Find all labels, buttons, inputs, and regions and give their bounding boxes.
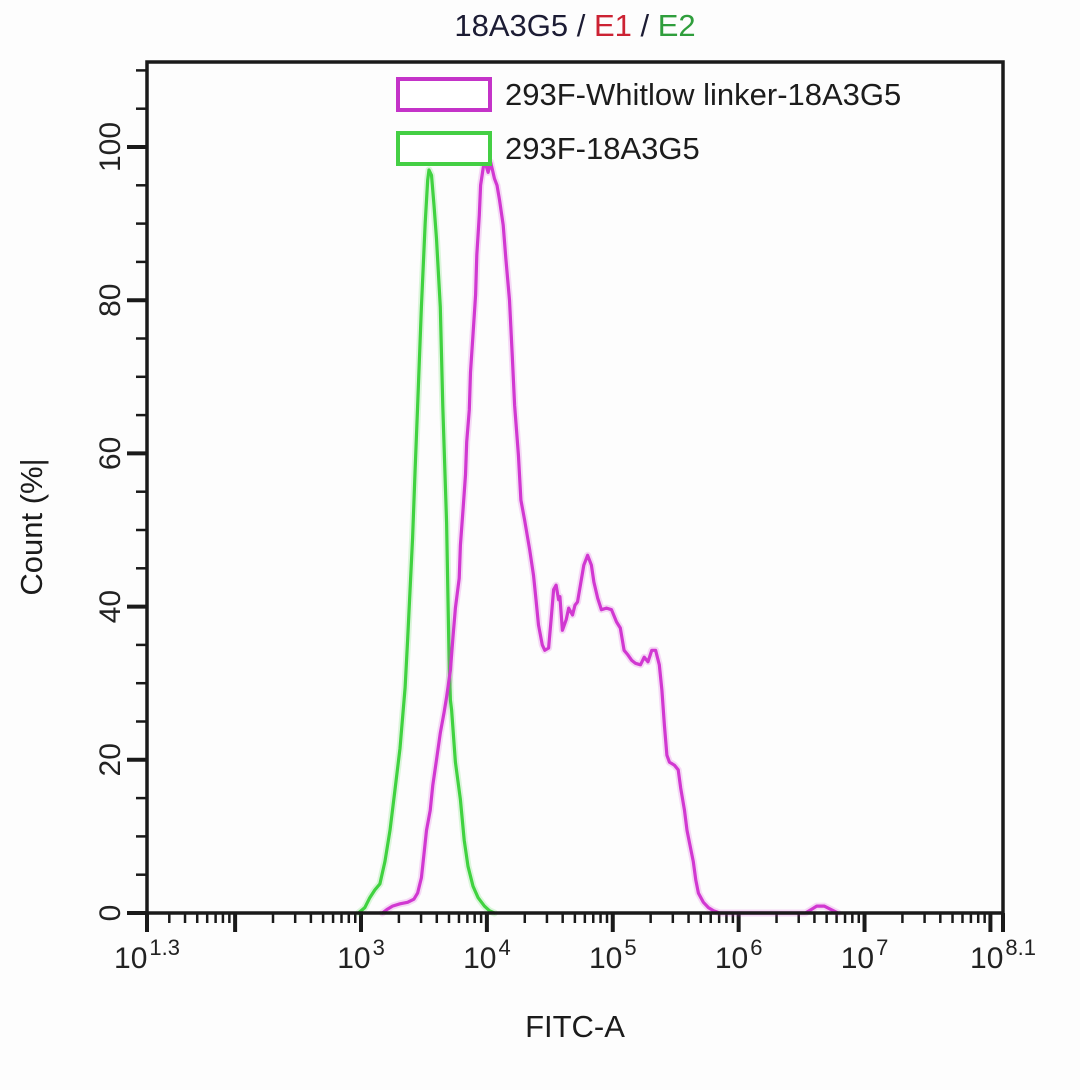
y-tick-label: 100 <box>94 122 127 172</box>
chart-title-part: E1 <box>594 8 632 43</box>
x-tick-label: 105 <box>589 935 637 975</box>
legend-swatch <box>396 131 492 166</box>
y-tick-label: 60 <box>94 437 127 470</box>
y-tick-label: 80 <box>94 284 127 317</box>
chart-title-part: / <box>632 8 658 43</box>
chart-title-part: E2 <box>658 8 696 43</box>
y-tick-label: 20 <box>94 743 127 776</box>
x-tick-label: 104 <box>463 935 511 975</box>
y-tick-label: 0 <box>94 905 127 922</box>
legend: 293F-Whitlow linker-18A3G5 293F-18A3G5 <box>396 77 901 166</box>
series-halo-293f-whitlow-linker-18a3g5 <box>378 156 842 917</box>
x-tick-label: 108.1 <box>970 935 1036 975</box>
x-tick-label: 103 <box>337 935 385 975</box>
y-tick-label: 40 <box>94 590 127 623</box>
x-tick-label: 106 <box>715 935 763 975</box>
x-axis: 101.3 103 104 105 106 107 108.1 FITC-A <box>114 913 1036 1044</box>
legend-label: 293F-18A3G5 <box>505 131 700 166</box>
x-tick-label: 101.3 <box>114 935 180 975</box>
y-axis-title: Count (%| <box>14 458 49 595</box>
y-axis: 0 20 40 60 80 100 Count (%| <box>14 69 147 922</box>
plot-border <box>145 60 1005 915</box>
chart-title-part: 18A3G5 / <box>454 8 594 43</box>
legend-label: 293F-Whitlow linker-18A3G5 <box>505 77 901 112</box>
x-tick-label: 107 <box>841 935 889 975</box>
series-293f-whitlow-linker-18a3g5 <box>380 158 840 915</box>
x-axis-title: FITC-A <box>525 1009 625 1044</box>
legend-swatch <box>396 77 492 112</box>
series-293f-18a3g5 <box>356 168 496 915</box>
chart-title: 18A3G5 / E1 / E2 <box>454 8 695 43</box>
